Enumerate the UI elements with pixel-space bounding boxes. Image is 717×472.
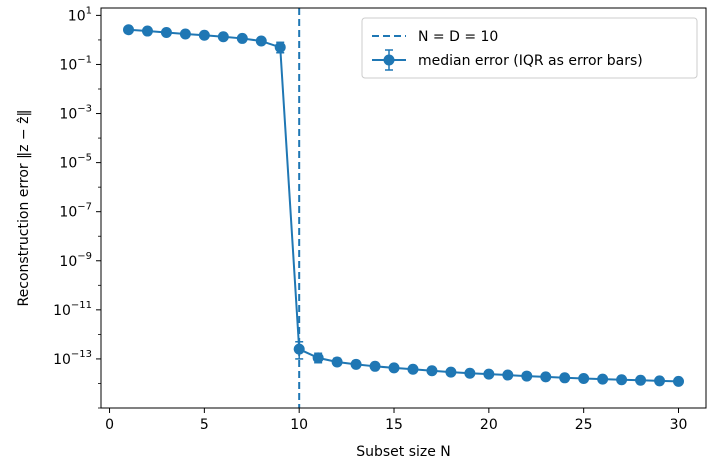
data-point	[597, 373, 609, 385]
data-point	[217, 31, 229, 43]
series-line	[128, 28, 679, 383]
y-tick-label: 10−5	[59, 153, 92, 172]
legend-box	[361, 17, 698, 79]
data-point	[123, 24, 134, 36]
data-point	[179, 28, 191, 40]
x-tick-label: 20	[480, 417, 498, 433]
data-point	[635, 374, 647, 386]
y-tick-label: 101	[68, 5, 92, 24]
data-point	[445, 366, 457, 378]
data-point	[502, 369, 514, 381]
legend-series-swatch-marker	[383, 54, 395, 66]
legend-series-label: median error (IQR as error bars)	[418, 53, 643, 69]
y-tick-label: 10−9	[59, 251, 92, 270]
data-point	[540, 371, 552, 383]
data-point	[559, 372, 571, 384]
data-point	[388, 362, 400, 374]
plot-area	[123, 8, 684, 408]
y-tick-label: 10−3	[59, 104, 92, 123]
data-point	[293, 343, 305, 355]
data-point	[521, 370, 533, 382]
x-axis-label: Subset size N	[356, 444, 451, 460]
y-tick-label: 10−11	[53, 300, 92, 319]
data-point	[141, 25, 153, 37]
data-point	[160, 27, 172, 39]
data-point	[464, 367, 476, 379]
x-tick-label: 15	[385, 417, 403, 433]
data-point	[673, 375, 684, 387]
x-tick-label: 5	[200, 417, 209, 433]
data-point	[616, 374, 628, 386]
data-point	[654, 375, 666, 387]
plot-frame	[100, 7, 707, 409]
data-point	[312, 352, 324, 364]
x-tick-label: 25	[575, 417, 593, 433]
data-point	[369, 360, 381, 372]
data-point	[426, 365, 438, 377]
y-tick-label: 10−7	[59, 202, 92, 221]
legend: N = D = 10 median error (IQR as error bar…	[361, 17, 698, 79]
y-tick-label: 10−1	[59, 54, 92, 73]
data-point	[236, 32, 248, 44]
data-point	[198, 29, 210, 41]
data-point	[407, 363, 419, 375]
x-tick-label: 30	[670, 417, 688, 433]
y-axis-label: Reconstruction error ‖z − ẑ‖	[16, 110, 32, 307]
data-point	[350, 358, 362, 370]
legend-vline-label: N = D = 10	[418, 29, 498, 45]
data-point	[274, 41, 286, 53]
x-tick-label: 0	[105, 417, 114, 433]
y-tick-label: 10−13	[53, 349, 92, 368]
x-tick-label: 10	[290, 417, 308, 433]
data-point	[578, 372, 590, 384]
data-point	[483, 368, 495, 380]
data-point	[331, 356, 343, 368]
data-point	[255, 35, 267, 47]
